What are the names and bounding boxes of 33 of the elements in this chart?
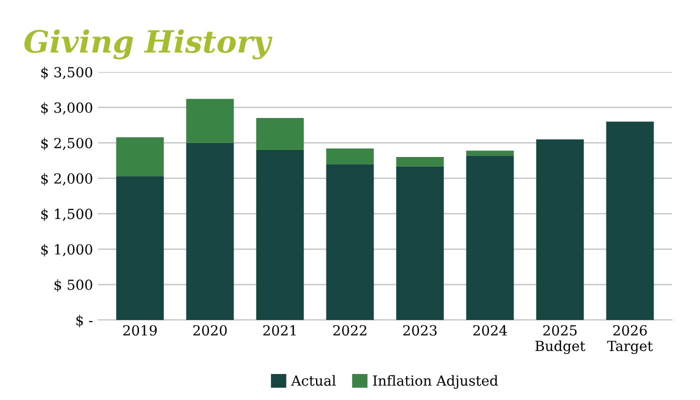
x-tick-label: 2022	[333, 325, 366, 336]
x-tick-label: 2026 Target	[607, 325, 653, 354]
y-tick-label: $ 2,000	[41, 173, 92, 186]
bar	[396, 157, 444, 166]
bar	[326, 164, 374, 320]
bar	[396, 166, 444, 320]
bar	[466, 156, 514, 320]
bar	[256, 118, 304, 150]
legend-label: Actual	[291, 375, 336, 386]
x-tick-label: 2020	[193, 325, 227, 336]
bar	[326, 148, 374, 164]
bar	[116, 137, 164, 176]
x-tick-label: 2023	[403, 325, 437, 336]
y-tick-label: $ 500	[54, 279, 92, 292]
bar	[256, 150, 304, 320]
x-tick-label: 2025 Budget	[535, 325, 586, 354]
y-tick-label: $ 1,000	[41, 244, 92, 256]
y-tick-label: $ 1,500	[41, 208, 92, 222]
y-tick-label: $ 2,500	[41, 138, 92, 150]
bar	[536, 139, 584, 320]
y-tick-label: $ -	[76, 314, 93, 328]
legend-label: Inflation Adjusted	[373, 375, 498, 389]
bar	[116, 176, 164, 320]
bar	[186, 142, 234, 320]
bar	[186, 98, 234, 143]
y-tick-label: $ 3,500	[41, 66, 92, 80]
bar	[466, 150, 514, 156]
x-tick-label: 2024	[473, 325, 507, 336]
x-tick-label: 2019	[123, 325, 157, 336]
x-tick-label: 2021	[263, 325, 296, 336]
y-tick-label: $ 3,000	[41, 102, 92, 115]
chart-title: Giving History	[24, 29, 272, 60]
bar	[606, 122, 654, 320]
